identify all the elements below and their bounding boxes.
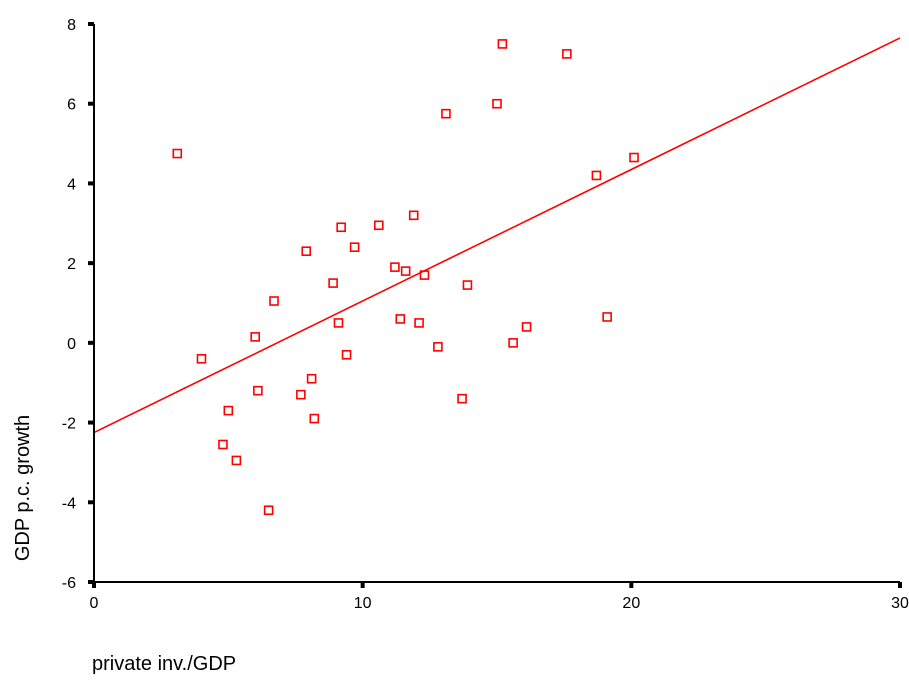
y-axis-title: GDP p.c. growth [12, 415, 34, 561]
y-tick-label: 0 [67, 336, 76, 353]
data-point [306, 373, 317, 384]
data-point [333, 318, 344, 328]
regression-line [93, 37, 901, 434]
x-tick-label: 0 [90, 595, 99, 612]
y-tick-label: 4 [67, 176, 76, 193]
data-point [400, 266, 411, 276]
data-point [309, 413, 320, 424]
data-point [591, 170, 602, 181]
data-point [301, 246, 312, 256]
data-point [462, 280, 473, 290]
data-point [349, 242, 360, 252]
x-tick-label: 30 [891, 595, 909, 612]
y-tick-label: 6 [67, 97, 76, 114]
data-point [497, 39, 508, 49]
data-point [602, 312, 612, 322]
data-point [492, 98, 502, 109]
data-point [253, 385, 263, 396]
ticks: -6 -4 -2 0 2 4 6 8 0 10 20 30 [62, 17, 909, 612]
data-point [433, 342, 443, 352]
data-point [395, 314, 406, 324]
y-tick-label: -2 [62, 416, 76, 433]
data-point [414, 318, 424, 328]
data-point [172, 148, 183, 159]
data-point [296, 389, 306, 400]
data-point [328, 278, 338, 288]
x-tick-label: 20 [622, 595, 640, 612]
data-point [373, 220, 384, 231]
data-point [218, 439, 228, 450]
data-point [419, 270, 430, 280]
data-point [629, 152, 639, 163]
data-point [263, 505, 274, 516]
plot-area [93, 37, 901, 434]
axes [93, 24, 900, 583]
data-point [441, 108, 451, 119]
data-point [508, 338, 518, 348]
data-point [457, 393, 467, 404]
x-axis-title: private inv./GDP [92, 653, 236, 675]
data-point [336, 222, 346, 233]
y-tick-label: -4 [62, 495, 76, 512]
data-point [269, 296, 279, 306]
data-point [390, 262, 400, 272]
data-point [562, 49, 572, 59]
data-points [172, 39, 639, 516]
y-tick-label: 2 [67, 256, 76, 273]
data-point [521, 322, 532, 332]
y-tick-label: 8 [67, 17, 76, 34]
data-point [231, 455, 242, 466]
data-point [408, 210, 419, 221]
y-tick-label: -6 [62, 575, 76, 592]
data-point [250, 332, 260, 342]
data-point [196, 353, 207, 364]
data-point [223, 405, 234, 416]
data-point [341, 350, 352, 360]
x-tick-label: 10 [354, 595, 372, 612]
